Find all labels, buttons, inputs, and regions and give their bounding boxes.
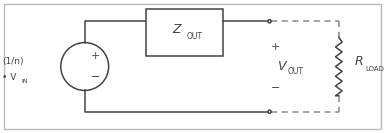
Text: • V: • V — [2, 73, 16, 82]
Ellipse shape — [268, 20, 271, 23]
Text: +: + — [271, 41, 280, 52]
Text: +: + — [91, 51, 100, 61]
Text: R: R — [354, 55, 363, 68]
Bar — [146, 9, 223, 56]
Text: IN: IN — [21, 79, 28, 84]
Text: V: V — [277, 60, 286, 73]
Text: (1/n): (1/n) — [2, 57, 23, 66]
Text: OUT: OUT — [288, 67, 304, 76]
Text: LOAD: LOAD — [365, 66, 384, 72]
Text: −: − — [91, 72, 100, 82]
Text: OUT: OUT — [186, 32, 203, 41]
Ellipse shape — [268, 110, 271, 113]
Text: −: − — [271, 83, 280, 93]
Text: Z: Z — [172, 23, 181, 36]
